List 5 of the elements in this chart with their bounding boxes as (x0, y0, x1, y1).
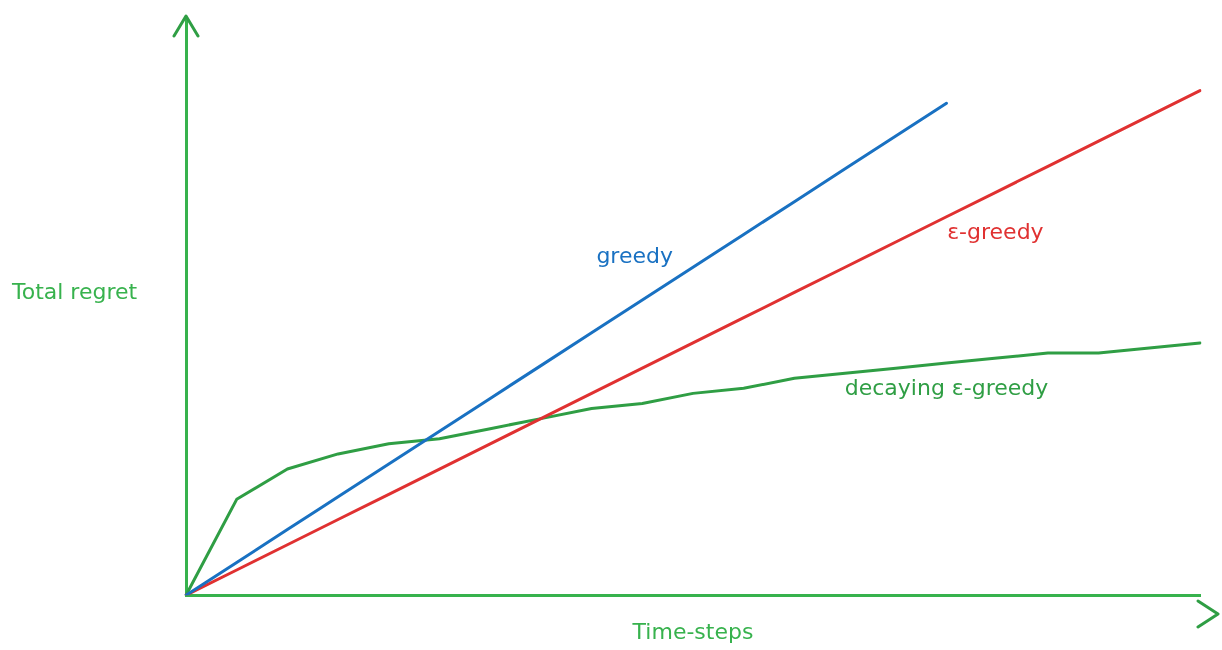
series-label: decaying ε-greedy (844, 374, 1049, 400)
y-axis-title: Total regret (11, 278, 138, 304)
series-label: greedy (596, 242, 673, 268)
series-label: ε-greedy (947, 219, 1044, 245)
x-axis-title: Time-steps (631, 618, 754, 644)
